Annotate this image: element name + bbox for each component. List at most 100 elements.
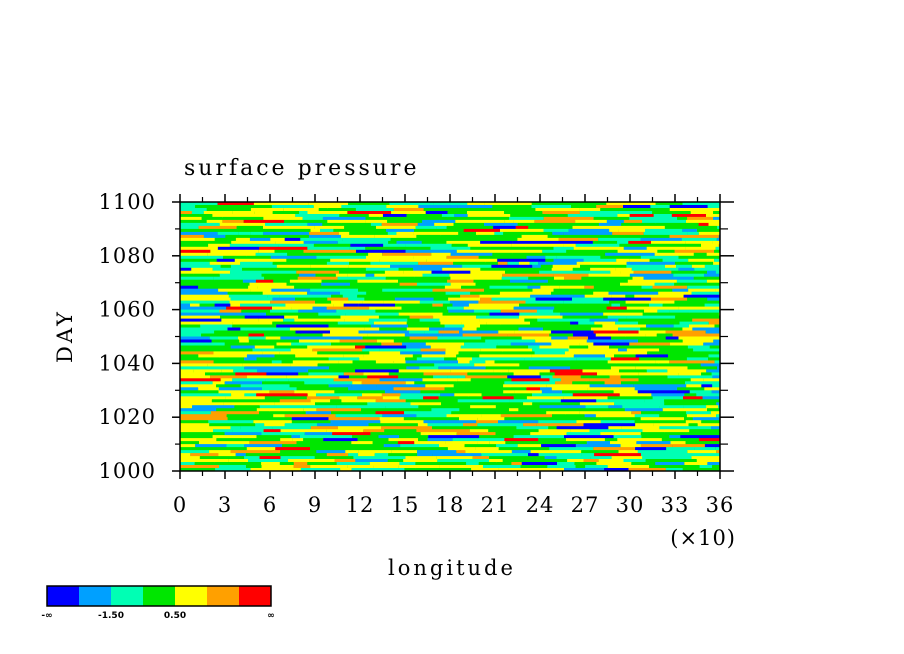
heatmap-cell bbox=[634, 414, 660, 418]
heatmap-cell bbox=[481, 336, 522, 341]
heatmap-cell bbox=[180, 351, 214, 355]
heatmap-cell bbox=[535, 208, 580, 212]
heatmap-cell bbox=[697, 423, 720, 427]
heatmap-cell bbox=[295, 297, 328, 302]
heatmap-cell bbox=[295, 330, 330, 335]
heatmap-cell bbox=[334, 459, 356, 463]
heatmap-cell bbox=[499, 267, 552, 272]
heatmap-cell bbox=[180, 273, 194, 278]
heatmap-cell bbox=[331, 300, 363, 305]
heatmap-cell bbox=[467, 372, 502, 376]
heatmap-cell bbox=[546, 411, 580, 415]
heatmap-cell bbox=[477, 237, 518, 242]
heatmap-cell bbox=[367, 402, 411, 406]
heatmap-cell bbox=[369, 351, 401, 355]
heatmap-cell bbox=[669, 234, 719, 239]
heatmap-cell bbox=[382, 246, 431, 251]
heatmap-cell bbox=[712, 429, 720, 433]
heatmap-cell bbox=[544, 456, 557, 460]
heatmap-cell bbox=[247, 354, 275, 358]
heatmap-cell bbox=[209, 447, 247, 451]
heatmap-cell bbox=[471, 468, 499, 471]
heatmap-cell bbox=[525, 300, 564, 305]
heatmap-cell bbox=[419, 318, 440, 323]
heatmap-cell bbox=[545, 258, 554, 263]
heatmap-cell bbox=[581, 453, 595, 457]
heatmap-cell bbox=[405, 357, 417, 361]
heatmap-cell bbox=[292, 202, 309, 206]
heatmap-cell bbox=[403, 432, 421, 436]
heatmap-cell bbox=[364, 297, 395, 302]
heatmap-cell bbox=[216, 384, 241, 388]
heatmap-cell bbox=[479, 318, 525, 323]
heatmap-cell bbox=[230, 303, 240, 308]
heatmap-cell bbox=[421, 264, 454, 269]
heatmap-cell bbox=[310, 399, 331, 403]
heatmap-cell bbox=[445, 348, 481, 353]
heatmap-cell bbox=[180, 414, 227, 418]
heatmap-cell bbox=[244, 357, 257, 361]
heatmap-cell bbox=[635, 354, 669, 358]
heatmap-cell bbox=[257, 285, 295, 290]
heatmap-cell bbox=[368, 252, 383, 257]
heatmap-cell bbox=[180, 330, 215, 335]
heatmap-cell bbox=[653, 423, 689, 427]
heatmap-cell bbox=[326, 453, 349, 457]
heatmap-cell bbox=[335, 414, 383, 418]
heatmap-cell bbox=[590, 456, 612, 460]
colorbar-label: -∞ bbox=[41, 611, 52, 621]
colorbar-label: ∞ bbox=[267, 611, 275, 621]
heatmap-cell bbox=[433, 315, 477, 320]
heatmap-cell bbox=[198, 285, 249, 290]
heatmap-cell bbox=[227, 417, 266, 421]
heatmap-cell bbox=[378, 435, 400, 439]
heatmap-cell bbox=[234, 405, 260, 409]
heatmap-cell bbox=[618, 211, 653, 215]
heatmap-cell bbox=[439, 444, 465, 448]
heatmap-cell bbox=[507, 261, 519, 266]
heatmap-cell bbox=[469, 429, 489, 433]
heatmap-cell bbox=[393, 339, 435, 344]
heatmap-cell bbox=[596, 399, 645, 403]
heatmap-cell bbox=[469, 426, 517, 430]
heatmap-cell bbox=[180, 243, 209, 248]
heatmap-cell bbox=[257, 369, 309, 373]
heatmap-cell bbox=[659, 405, 684, 409]
heatmap-cell bbox=[343, 354, 364, 358]
heatmap-cell bbox=[347, 273, 366, 278]
heatmap-cell bbox=[300, 237, 343, 242]
heatmap-cell bbox=[272, 321, 305, 326]
heatmap-cell bbox=[238, 231, 251, 236]
heatmap-cell bbox=[610, 270, 621, 275]
heatmap-cell bbox=[379, 216, 409, 221]
heatmap-cell bbox=[261, 465, 294, 469]
heatmap-cell bbox=[425, 342, 465, 347]
heatmap-cell bbox=[270, 309, 299, 314]
heatmap-cell bbox=[180, 450, 210, 454]
heatmap-cell bbox=[273, 414, 285, 418]
heatmap-cell bbox=[639, 357, 687, 361]
heatmap-cell bbox=[227, 291, 263, 296]
heatmap-cell bbox=[514, 330, 552, 335]
heatmap-cell bbox=[226, 414, 274, 418]
heatmap-cell bbox=[297, 357, 329, 361]
heatmap-cell bbox=[469, 360, 486, 364]
heatmap-cell bbox=[398, 312, 443, 317]
heatmap-cell bbox=[498, 420, 539, 424]
heatmap-cell bbox=[704, 444, 720, 448]
heatmap-cell bbox=[382, 252, 432, 257]
heatmap-cell bbox=[341, 234, 375, 239]
heatmap-cell bbox=[299, 273, 316, 278]
heatmap-cell bbox=[307, 222, 323, 227]
heatmap-cell bbox=[300, 435, 353, 439]
heatmap-cell bbox=[610, 351, 648, 355]
heatmap-cell bbox=[307, 384, 329, 388]
heatmap-cell bbox=[308, 202, 349, 206]
heatmap-cell bbox=[365, 216, 380, 221]
heatmap-cell bbox=[302, 216, 323, 221]
heatmap-cell bbox=[340, 468, 352, 471]
heatmap-cell bbox=[201, 333, 249, 338]
heatmap-cell bbox=[283, 318, 295, 323]
heatmap-cell bbox=[583, 423, 636, 427]
heatmap-cell bbox=[549, 369, 583, 373]
